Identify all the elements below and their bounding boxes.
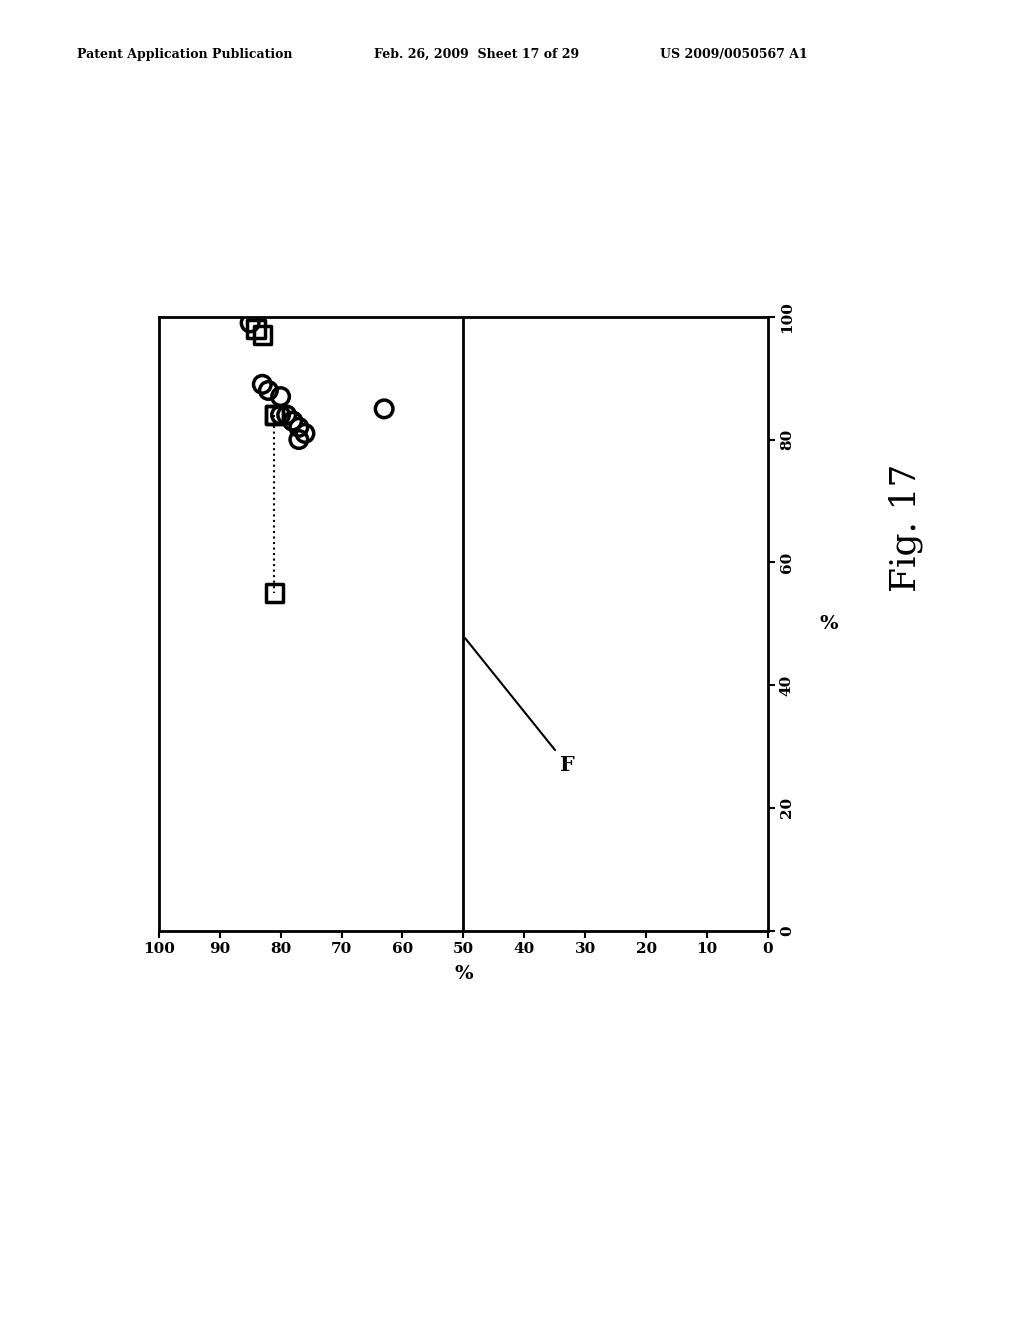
Text: Patent Application Publication: Patent Application Publication [77,48,292,61]
Point [291,417,307,438]
Point [285,411,301,432]
Point [291,429,307,450]
Point [266,404,283,425]
Point [254,374,270,395]
Point [248,318,264,339]
Text: F: F [465,638,574,775]
Point [266,404,283,425]
Y-axis label: %: % [819,615,839,632]
Point [260,380,276,401]
Point [272,385,289,407]
Point [254,325,270,346]
Point [266,582,283,603]
Point [285,411,301,432]
Text: Fig. 17: Fig. 17 [889,463,924,593]
Point [297,422,313,444]
Point [272,404,289,425]
Point [376,399,392,420]
X-axis label: %: % [454,965,473,982]
Text: Feb. 26, 2009  Sheet 17 of 29: Feb. 26, 2009 Sheet 17 of 29 [374,48,579,61]
Text: US 2009/0050567 A1: US 2009/0050567 A1 [660,48,808,61]
Point [279,404,295,425]
Point [242,313,258,334]
